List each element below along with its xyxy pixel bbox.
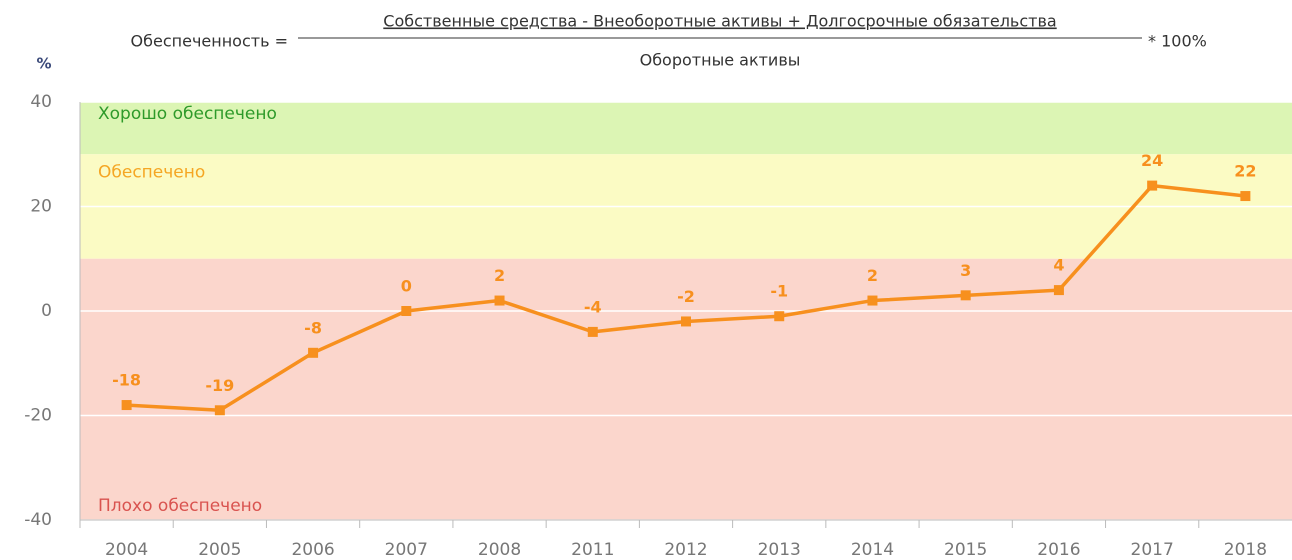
data-label: 0	[401, 277, 412, 296]
y-tick-label: -20	[24, 406, 52, 426]
point	[401, 306, 412, 316]
x-tick-label: 2018	[1224, 540, 1267, 560]
zone	[80, 102, 1292, 155]
x-tick-label: 2016	[1037, 540, 1080, 560]
x-tick-label: 2007	[385, 540, 428, 560]
data-label: 4	[1053, 256, 1064, 275]
point	[308, 347, 319, 358]
formula-denominator: Оборотные активы	[640, 51, 801, 70]
y-unit: %	[36, 55, 51, 73]
y-tick-label: -40	[24, 510, 52, 530]
x-tick-label: 2006	[291, 540, 334, 560]
zone-label: Обеспечено	[98, 162, 205, 182]
x-tick-label: 2014	[851, 540, 894, 560]
data-label: 3	[960, 261, 971, 280]
data-label: -18	[112, 371, 141, 390]
point	[1240, 191, 1251, 202]
x-tick-label: 2015	[944, 540, 987, 560]
zone	[80, 258, 1292, 520]
point	[960, 290, 971, 301]
data-label: -4	[584, 297, 602, 316]
zone-label: Хорошо обеспечено	[98, 104, 277, 124]
x-tick-label: 2012	[664, 540, 707, 560]
point	[867, 295, 878, 306]
x-tick-label: 2011	[571, 540, 614, 560]
y-tick-label: 40	[30, 92, 52, 112]
point	[121, 400, 132, 411]
point	[681, 316, 691, 327]
x-tick-label: 2004	[105, 540, 148, 560]
point	[1147, 180, 1158, 191]
point	[774, 311, 785, 322]
point	[587, 326, 598, 337]
y-tick-label: 0	[41, 301, 52, 321]
data-label: 2	[494, 266, 505, 285]
x-tick-label: 2008	[478, 540, 521, 560]
formula-multiplier: * 100%	[1148, 32, 1207, 51]
x-tick-label: 2013	[758, 540, 801, 560]
zone-label: Плохо обеспечено	[98, 496, 262, 516]
data-label: -19	[205, 376, 234, 395]
y-tick-label: 20	[30, 197, 52, 217]
data-label: 2	[867, 266, 878, 285]
data-label: 22	[1234, 162, 1256, 181]
x-tick-label: 2017	[1131, 540, 1174, 560]
data-label: -1	[770, 282, 788, 301]
formula-lhs: Обеспеченность =	[131, 32, 288, 51]
point	[1053, 285, 1064, 296]
point	[214, 405, 225, 416]
data-label: -2	[677, 287, 695, 306]
x-tick-label: 2005	[198, 540, 241, 560]
data-label: 24	[1141, 151, 1163, 170]
data-label: -8	[304, 318, 322, 337]
point	[494, 295, 505, 306]
formula-numerator: Собственные средства - Внеоборотные акти…	[383, 12, 1056, 31]
